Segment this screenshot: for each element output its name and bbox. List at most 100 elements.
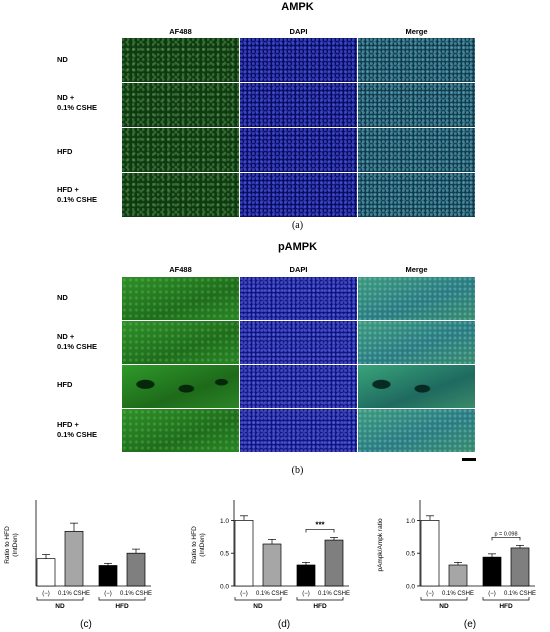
panel-b-row-label: ND bbox=[57, 293, 68, 302]
y-axis-label: (IntDen) bbox=[12, 533, 19, 556]
bar bbox=[98, 565, 118, 587]
micrograph-af488 bbox=[122, 38, 239, 82]
panel-a-row-label: HFD +0.1% CSHE bbox=[57, 185, 98, 204]
chart-c: Ratio to HFD (IntDen) (−) 0.1% CSHE (−) 0.1% … bbox=[4, 500, 152, 630]
micrograph-af488 bbox=[122, 365, 239, 408]
significance-bracket bbox=[305, 529, 335, 533]
group-bracket bbox=[98, 597, 146, 601]
category-label: (−) bbox=[104, 591, 112, 597]
micrograph-af488 bbox=[122, 83, 239, 127]
category-label: 0.1% CSHE bbox=[256, 591, 288, 597]
micrograph-af488 bbox=[122, 128, 239, 172]
chart-d: 0.0 0.5 1.0 Ratio to HFD (IntDen) (−) 0.1% CSH… bbox=[191, 500, 350, 630]
group-label: ND bbox=[439, 603, 449, 610]
bar bbox=[262, 543, 282, 587]
panel-a-row-label: ND +0.1% CSHE bbox=[57, 93, 98, 112]
y-axis-label: pAmpk/Ampk ratio bbox=[377, 518, 384, 571]
category-label: 0.1% CSHE bbox=[504, 591, 536, 597]
micrograph-merge bbox=[358, 277, 475, 320]
micrograph-af488 bbox=[122, 173, 239, 217]
panel-a-col-dapi: DAPI bbox=[289, 27, 308, 36]
group-label: HFD bbox=[313, 603, 327, 610]
micrograph-merge bbox=[358, 38, 475, 82]
group-bracket bbox=[234, 597, 282, 601]
chart-caption: (c) bbox=[80, 619, 92, 630]
micrograph-dapi bbox=[240, 409, 357, 452]
micrograph-af488 bbox=[122, 321, 239, 364]
y-axis-label: Ratio to HFD bbox=[191, 526, 198, 564]
category-label: (−) bbox=[302, 591, 310, 597]
group-label: ND bbox=[253, 603, 263, 610]
panel-b-col-dapi: DAPI bbox=[289, 265, 308, 274]
micrograph-merge bbox=[358, 409, 475, 452]
group-label: ND bbox=[55, 603, 65, 610]
bar bbox=[234, 520, 254, 587]
bar bbox=[420, 520, 440, 587]
bar bbox=[448, 564, 468, 587]
micrograph-dapi bbox=[240, 83, 357, 127]
bar bbox=[296, 564, 316, 587]
y-tick-label: 0.5 bbox=[406, 551, 415, 558]
micrograph-dapi bbox=[240, 365, 357, 408]
panel-b-title: pAMPK bbox=[277, 241, 318, 253]
micrograph-merge bbox=[358, 128, 475, 172]
panel-b-row-label: HFD bbox=[57, 380, 73, 389]
bar bbox=[324, 539, 344, 587]
group-bracket bbox=[36, 597, 84, 601]
y-tick-label: 0.0 bbox=[220, 584, 229, 591]
group-bracket bbox=[420, 597, 468, 601]
y-axis-label: (IntDen) bbox=[199, 533, 206, 556]
micrograph-merge bbox=[358, 173, 475, 217]
category-label: (−) bbox=[488, 591, 496, 597]
panel-b-row-label: ND +0.1% CSHE bbox=[57, 332, 98, 351]
panel-b-col-merge: Merge bbox=[405, 265, 428, 274]
group-bracket bbox=[482, 597, 530, 601]
group-label: HFD bbox=[115, 603, 129, 610]
panel-a-col-af488: AF488 bbox=[169, 27, 192, 36]
category-label: (−) bbox=[42, 591, 50, 597]
micrograph-dapi bbox=[240, 128, 357, 172]
category-label: (−) bbox=[426, 591, 434, 597]
bar bbox=[36, 558, 56, 587]
significance-bracket bbox=[491, 536, 521, 541]
panel-a-caption: (a) bbox=[291, 220, 304, 231]
y-tick-label: 0.0 bbox=[406, 584, 415, 591]
micrograph-af488 bbox=[122, 409, 239, 452]
y-tick-label: 1.0 bbox=[220, 518, 229, 525]
bar bbox=[64, 530, 84, 587]
category-label: 0.1% CSHE bbox=[318, 591, 350, 597]
y-tick-label: 0.5 bbox=[220, 551, 229, 558]
significance-label: *** bbox=[315, 520, 325, 529]
group-bracket bbox=[296, 597, 344, 601]
micrograph-dapi bbox=[240, 38, 357, 82]
panel-b-row-label: HFD +0.1% CSHE bbox=[57, 420, 98, 439]
micrograph-merge bbox=[358, 365, 475, 408]
micrograph-af488 bbox=[122, 277, 239, 320]
panel-a-col-merge: Merge bbox=[405, 27, 428, 36]
category-label: 0.1% CSHE bbox=[120, 591, 152, 597]
micrograph-dapi bbox=[240, 321, 357, 364]
micrograph-dapi bbox=[240, 173, 357, 217]
panel-a-title: AMPK bbox=[281, 1, 314, 13]
bar bbox=[510, 547, 530, 587]
panel-b-col-af488: AF488 bbox=[169, 265, 192, 274]
chart-caption: (d) bbox=[278, 619, 290, 630]
scale-bar bbox=[462, 458, 476, 461]
bar bbox=[126, 552, 146, 587]
significance-label: p = 0.098 bbox=[494, 531, 517, 537]
bar bbox=[482, 556, 502, 587]
category-label: (−) bbox=[240, 591, 248, 597]
y-tick-label: 1.0 bbox=[406, 518, 415, 525]
panel-b-caption: (b) bbox=[291, 465, 304, 476]
panel-a-row-label: ND bbox=[57, 55, 68, 64]
category-label: 0.1% CSHE bbox=[442, 591, 474, 597]
chart-caption: (e) bbox=[464, 619, 476, 630]
panel-a-row-label: HFD bbox=[57, 147, 73, 156]
chart-e: 0.0 0.5 1.0 pAmpk/Ampk ratio (−) 0.1% CSHE (−)… bbox=[377, 500, 536, 630]
micrograph-merge bbox=[358, 321, 475, 364]
micrograph-dapi bbox=[240, 277, 357, 320]
group-label: HFD bbox=[499, 603, 513, 610]
micrograph-merge bbox=[358, 83, 475, 127]
category-label: 0.1% CSHE bbox=[58, 591, 90, 597]
y-axis-label: Ratio to HFD bbox=[4, 526, 11, 564]
